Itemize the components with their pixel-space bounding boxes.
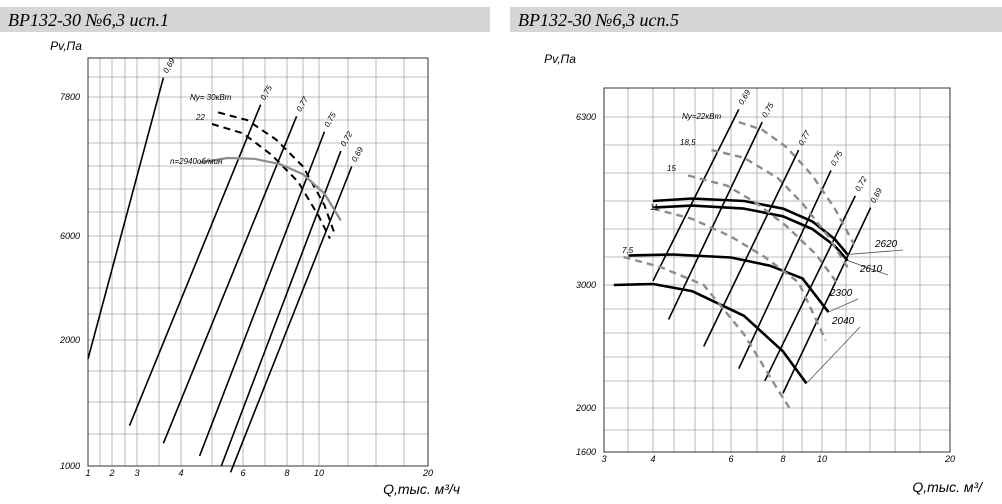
efficiency-line [738,170,832,369]
y-tick-label: 3000 [576,280,596,290]
x-tick-label: 4 [178,468,183,478]
chart-annotation: 7,5 [622,246,634,255]
chart-annotation: 15 [667,164,676,173]
efficiency-line-label: 0,75 [760,101,776,119]
series-label: 2040 [831,316,855,327]
chart-panel-right: ВР132-30 №6,3 исп.5 3 4 6 8 10 20 1600 2000 3000… [510,0,1002,504]
x-tick-label: 6 [728,454,733,464]
series-leader-line [828,298,859,313]
efficiency-line [162,116,298,444]
plot-frame [87,57,429,467]
series-curve [652,207,827,341]
series-curve [199,156,342,222]
x-tick-label: 3 [601,454,606,464]
x-tick-label: 3 [134,468,139,478]
efficiency-line-label: 0,72 [853,174,869,192]
chart-annotation: 22 [195,113,205,122]
efficiency-line [87,77,165,360]
x-tick-label: 2 [108,468,114,478]
plot-frame [603,87,951,453]
series-curve [652,197,849,256]
series-leader-line [847,249,904,255]
y-tick-label: 2000 [59,335,80,345]
x-tick-label: 20 [422,468,433,478]
y-axis-label: Pv,Па [50,39,82,53]
chart-annotation: 18,5 [680,138,696,147]
efficiency-line-label: 0,75 [259,83,275,101]
efficiency-line-label: 0,77 [295,95,311,113]
series-label: 2620 [874,239,898,250]
efficiency-line [198,131,326,457]
efficiency-line-label: 0,69 [350,145,366,163]
series-curve [738,120,856,245]
series-leader-line [806,326,861,384]
y-tick-label: 2000 [575,403,596,413]
series-curve [652,204,849,262]
chart-plot-left: 1 2 3 4 6 8 10 20 1000 2000 6000 7800 Pv,Па Q,тыс. м³… [50,39,460,497]
efficiency-line [667,121,763,320]
efficiency-line-label: 0,72 [339,130,355,148]
series-leader-line [847,260,889,276]
y-axis-label: Pv,Па [544,52,576,66]
series-label: 2300 [829,288,853,299]
series-label: 2610 [859,264,883,275]
efficiency-line [220,150,342,467]
x-tick-label: 1 [85,468,90,478]
efficiency-line [229,166,353,473]
chart-annotation: Nу=22кВт [682,112,721,121]
efficiency-line [782,207,872,394]
y-tick-label: 6300 [576,112,596,122]
efficiency-line [128,104,262,426]
chart-plot-right: 3 4 6 8 10 20 1600 2000 3000 6300 Pv,Па Q,тыс. м³/0… [544,52,984,495]
chart-title: ВР132-30 №6,3 исп.5 [518,10,679,30]
x-tick-label: 6 [240,468,245,478]
series-curve [623,255,792,411]
series-curve [217,111,337,237]
chart-annotation: 11 [650,203,658,212]
chart-title: ВР132-30 №6,3 исп.1 [8,10,169,30]
y-tick-label: 1000 [60,461,80,471]
x-tick-label: 4 [650,454,655,464]
chart-panel-left: ВР132-30 №6,3 исп.1 1 2 3 4 6 8 10 20 1000 2000 60… [0,0,490,504]
x-tick-label: 8 [780,454,785,464]
efficiency-line-label: 0,69 [737,88,753,106]
series-curve [687,174,840,286]
x-axis-label: Q,тыс. м³/ [912,479,984,495]
efficiency-line-label: 0,77 [797,129,813,147]
efficiency-line [652,109,740,282]
efficiency-line-label: 0,75 [829,149,845,167]
efficiency-line-label: 0,69 [869,186,885,204]
x-tick-label: 8 [284,468,289,478]
series-curve [628,253,830,313]
efficiency-line [702,149,800,347]
y-tick-label: 7800 [60,92,80,102]
y-tick-label: 1600 [576,447,596,457]
chart-annotation: n=2940об/мин [170,157,223,166]
series-curve [711,148,849,268]
x-tick-label: 10 [314,468,324,478]
y-tick-label: 6000 [60,231,80,241]
x-tick-label: 10 [817,454,827,464]
efficiency-line-label: 0,75 [322,110,338,128]
efficiency-line-label: 0,69 [161,56,177,74]
chart-title-bar: ВР132-30 №6,3 исп.1 [0,7,490,32]
chart-title-bar: ВР132-30 №6,3 исп.5 [510,7,1002,32]
series-curve [211,123,331,240]
x-tick-label: 20 [944,454,955,464]
chart-annotation: Nу= 30кВт [190,93,232,102]
x-axis-label: Q,тыс. м³/ч [383,481,460,497]
